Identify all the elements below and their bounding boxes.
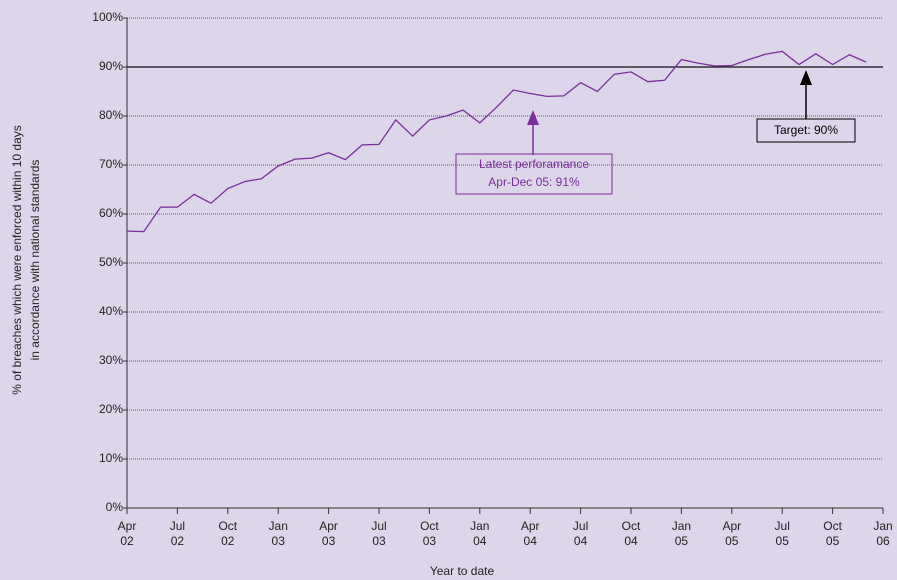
x-tick-label: Oct: [420, 519, 439, 533]
annotation-text: Target: 90%: [774, 123, 838, 137]
x-tick-label: 04: [574, 534, 588, 548]
x-tick-label: Jan: [470, 519, 489, 533]
x-tick-label: 05: [725, 534, 739, 548]
x-tick-label: Apr: [722, 519, 741, 533]
x-tick-label: 05: [776, 534, 790, 548]
annotation-text: Apr-Dec 05: 91%: [488, 175, 580, 189]
x-tick-label: 02: [120, 534, 134, 548]
x-tick-label: 02: [171, 534, 185, 548]
x-tick-label: 05: [826, 534, 840, 548]
y-tick-label: 80%: [99, 108, 123, 122]
y-tick-label: 10%: [99, 451, 123, 465]
annotation-arrowhead: [800, 70, 812, 85]
x-axis-label: Year to date: [430, 564, 495, 578]
x-tick-label: 03: [322, 534, 336, 548]
x-tick-label: Apr: [521, 519, 540, 533]
y-tick-label: 60%: [99, 206, 123, 220]
x-tick-label: Jul: [170, 519, 185, 533]
x-tick-label: Jul: [371, 519, 386, 533]
annotation-box: [455, 153, 613, 195]
y-axis-label: in accordance with national standards: [28, 160, 42, 361]
x-tick-label: Apr: [319, 519, 338, 533]
y-tick-label: 40%: [99, 304, 123, 318]
x-tick-label: 04: [624, 534, 638, 548]
y-tick-label: 20%: [99, 402, 123, 416]
x-tick-label: 02: [221, 534, 235, 548]
y-tick-label: 100%: [92, 10, 123, 24]
x-tick-label: 03: [423, 534, 437, 548]
x-tick-label: Jan: [672, 519, 691, 533]
data-line: [126, 50, 867, 233]
y-tick-label: 70%: [99, 157, 123, 171]
x-tick-label: 06: [876, 534, 890, 548]
x-tick-label: 04: [524, 534, 538, 548]
annotation-text: Latest perforamance: [479, 157, 589, 171]
x-tick-label: 05: [675, 534, 689, 548]
x-tick-label: Jan: [873, 519, 892, 533]
x-tick-label: Apr: [118, 519, 137, 533]
x-tick-label: Oct: [218, 519, 237, 533]
y-tick-label: 90%: [99, 59, 123, 73]
x-tick-label: Oct: [622, 519, 641, 533]
x-tick-label: Jul: [573, 519, 588, 533]
annotation-box: [756, 118, 856, 143]
x-tick-label: Jan: [269, 519, 288, 533]
y-tick-label: 30%: [99, 353, 123, 367]
x-tick-label: 03: [372, 534, 386, 548]
y-tick-label: 50%: [99, 255, 123, 269]
y-tick-label: 0%: [106, 500, 124, 514]
x-tick-label: Oct: [823, 519, 842, 533]
y-axis-label: % of breaches which were enforced within…: [10, 125, 24, 394]
annotation-arrowhead: [527, 110, 539, 125]
x-tick-label: Jul: [775, 519, 790, 533]
x-tick-label: 03: [272, 534, 286, 548]
x-tick-label: 04: [473, 534, 487, 548]
